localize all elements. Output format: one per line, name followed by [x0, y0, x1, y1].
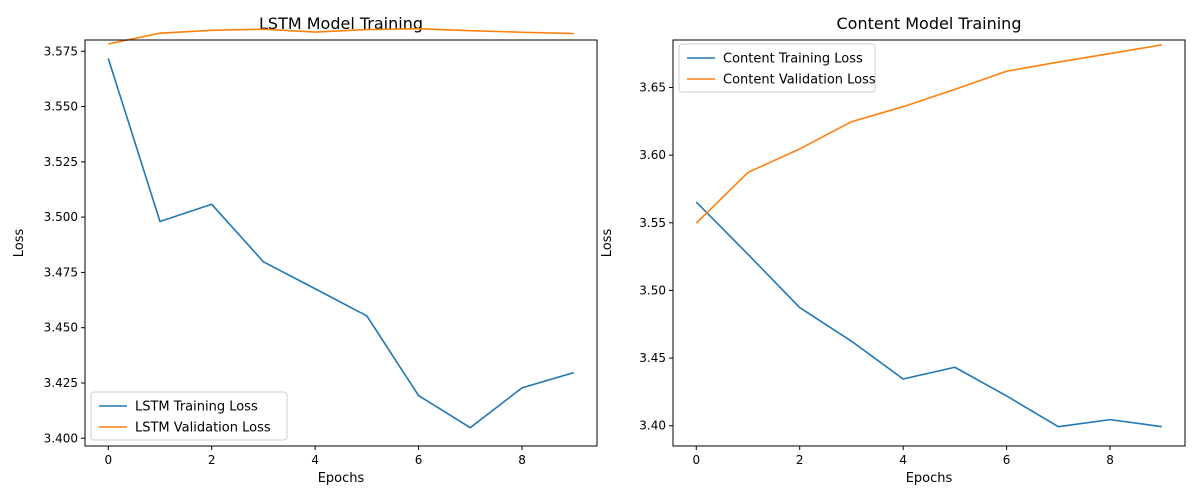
- y-tick-label: 3.575: [44, 44, 78, 58]
- series-lines: [107, 27, 574, 429]
- series-line: [695, 201, 1162, 428]
- y-tick-label: 3.525: [44, 155, 78, 169]
- y-tick-label: 3.400: [44, 431, 78, 445]
- x-tick-label: 0: [692, 453, 700, 467]
- axis-ticks: 0 2 4 6 8 3.40 3.45 3.50 3.55 3.60 3.65: [639, 80, 1114, 467]
- y-tick-label: 3.450: [44, 321, 78, 335]
- chart-title: Content Model Training: [837, 14, 1022, 33]
- legend-entry: LSTM Validation Loss: [135, 421, 271, 436]
- lstm-chart: LSTM Model Training Epochs Loss 0 2 4 6 8 3.4…: [12, 14, 598, 486]
- y-tick-label: 3.65: [639, 80, 666, 94]
- x-axis-label: Epochs: [318, 471, 365, 486]
- x-tick-label: 6: [415, 453, 423, 467]
- y-tick-label: 3.425: [44, 376, 78, 390]
- legend: LSTM Training Loss LSTM Validation Loss: [90, 391, 288, 441]
- series-line: [107, 58, 574, 429]
- content-chart: Content Model Training Epochs Loss 0 2 4 6 8…: [600, 14, 1186, 486]
- y-tick-label: 3.45: [639, 351, 666, 365]
- y-tick-label: 3.500: [44, 210, 78, 224]
- x-tick-label: 2: [208, 453, 216, 467]
- legend-entry: LSTM Training Loss: [135, 400, 258, 415]
- legend: Content Training Loss Content Validation…: [678, 43, 876, 93]
- y-tick-label: 3.55: [639, 216, 666, 230]
- x-tick-label: 4: [899, 453, 907, 467]
- chart-title: LSTM Model Training: [259, 14, 423, 33]
- y-axis-label: Loss: [600, 229, 615, 258]
- plot-frame: [672, 39, 1186, 447]
- x-tick-label: 6: [1003, 453, 1011, 467]
- x-tick-label: 4: [311, 453, 319, 467]
- x-tick-label: 8: [518, 453, 526, 467]
- axis-ticks: 0 2 4 6 8 3.400 3.425 3.450 3.475 3.500 3.525 3.550…: [44, 44, 526, 467]
- y-tick-label: 3.475: [44, 265, 78, 279]
- plot-frame: [84, 39, 598, 447]
- x-axis-label: Epochs: [906, 471, 953, 486]
- series-line: [695, 44, 1162, 224]
- legend-entry: Content Validation Loss: [723, 73, 876, 88]
- legend-box: [678, 43, 876, 93]
- y-tick-label: 3.60: [639, 148, 666, 162]
- series-lines: [695, 44, 1162, 428]
- series-line: [108, 27, 574, 45]
- legend-box: [90, 391, 288, 441]
- x-tick-label: 2: [796, 453, 804, 467]
- legend-entry: Content Training Loss: [723, 52, 863, 67]
- y-tick-label: 3.550: [44, 100, 78, 114]
- y-tick-label: 3.50: [639, 283, 666, 297]
- x-tick-label: 0: [104, 453, 112, 467]
- y-tick-label: 3.40: [639, 419, 666, 433]
- x-tick-label: 8: [1106, 453, 1114, 467]
- y-axis-label: Loss: [12, 229, 27, 258]
